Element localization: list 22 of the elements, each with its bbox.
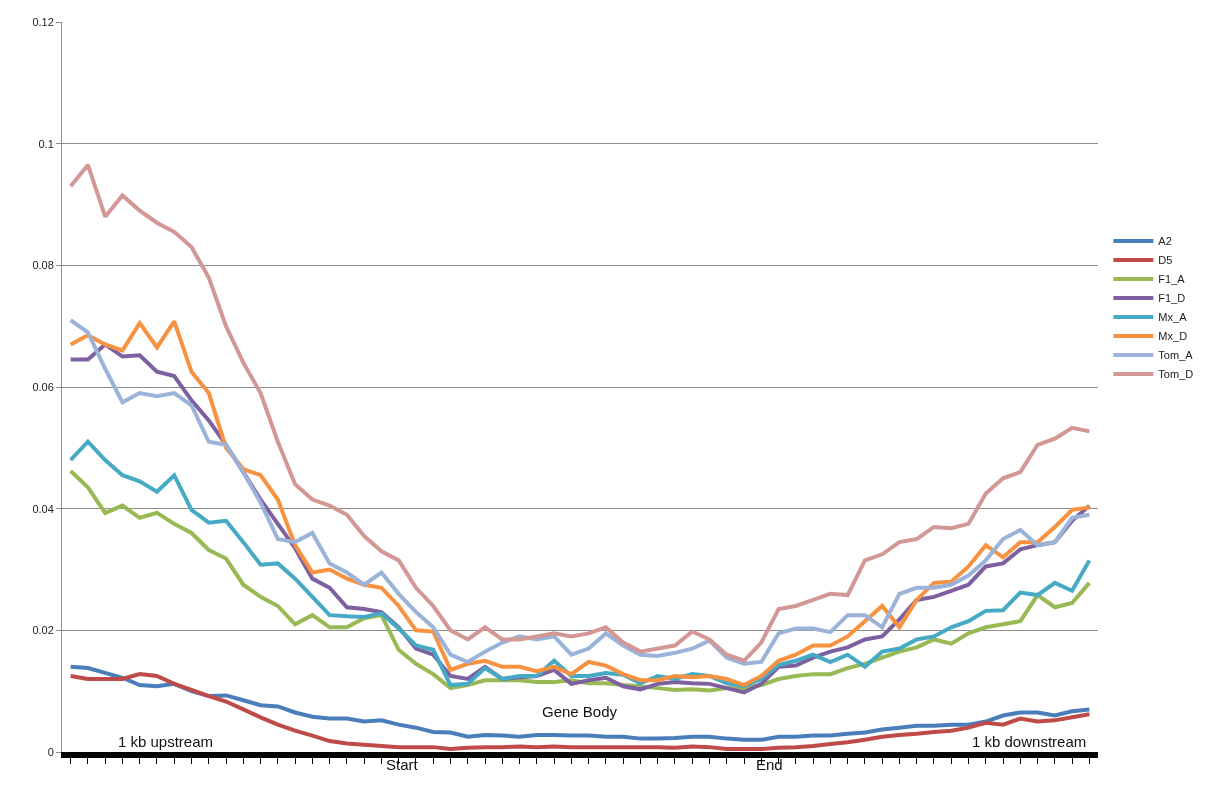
legend-label: Mx_A [1158,311,1188,324]
legend-label: D5 [1158,254,1173,267]
legend-label: F1_D [1158,292,1186,305]
annotation: 1 kb upstream [118,733,214,750]
y-tick-label: 0 [47,745,54,758]
annotation: 1 kb downstream [972,733,1087,750]
line-series [68,162,1092,663]
y-tick-label: 0.1 [38,137,54,150]
legend-label: F1_A [1158,273,1186,286]
y-tick-label: 0.04 [32,502,54,515]
text: Start [386,756,419,773]
y-tick-label: 0.12 [32,15,54,28]
legend-label: A2 [1158,235,1172,248]
annotation: Gene Body [542,703,618,720]
y-tick-label: 0.06 [32,380,54,393]
text: End [756,756,783,773]
legend-label: Tom_D [1158,368,1194,381]
legend-label: Mx_D [1158,330,1188,343]
legend-label: Tom_A [1158,349,1194,362]
y-tick-label: 0.02 [32,624,54,637]
y-tick-label: 0.08 [32,259,54,272]
line-series [68,672,1092,751]
